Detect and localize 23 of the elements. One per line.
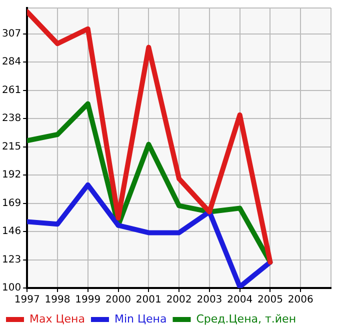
legend-label: Сред.Цена, т.йен	[196, 312, 296, 326]
y-tick-label: 169	[2, 198, 22, 209]
y-tick-label: 238	[2, 113, 22, 124]
y-tick-label: 215	[2, 141, 22, 152]
x-tick-label: 1998	[44, 294, 70, 306]
x-tick-label: 2002	[166, 294, 192, 306]
x-tick-label: 2003	[196, 294, 222, 306]
y-tick-label: 192	[2, 170, 22, 181]
y-tick-label: 100	[2, 282, 22, 294]
y-tick-label: 284	[2, 56, 22, 68]
x-tick-label: 1999	[75, 294, 101, 306]
y-tick-label: 261	[2, 84, 22, 96]
legend-label: Min Цена	[114, 312, 167, 326]
x-tick-label: 2000	[106, 294, 131, 306]
y-tick-label: 307	[2, 28, 22, 40]
y-tick-label: 123	[2, 254, 22, 266]
x-tick-label: 2004	[227, 294, 253, 306]
x-tick-label: 2006	[288, 294, 314, 306]
x-tick-label: 2001	[136, 294, 162, 306]
x-tick-label: 2005	[257, 294, 283, 306]
y-tick-label: 146	[2, 226, 22, 238]
x-tick-label: 1997	[14, 294, 40, 306]
legend-label: Max Цена	[30, 312, 85, 326]
